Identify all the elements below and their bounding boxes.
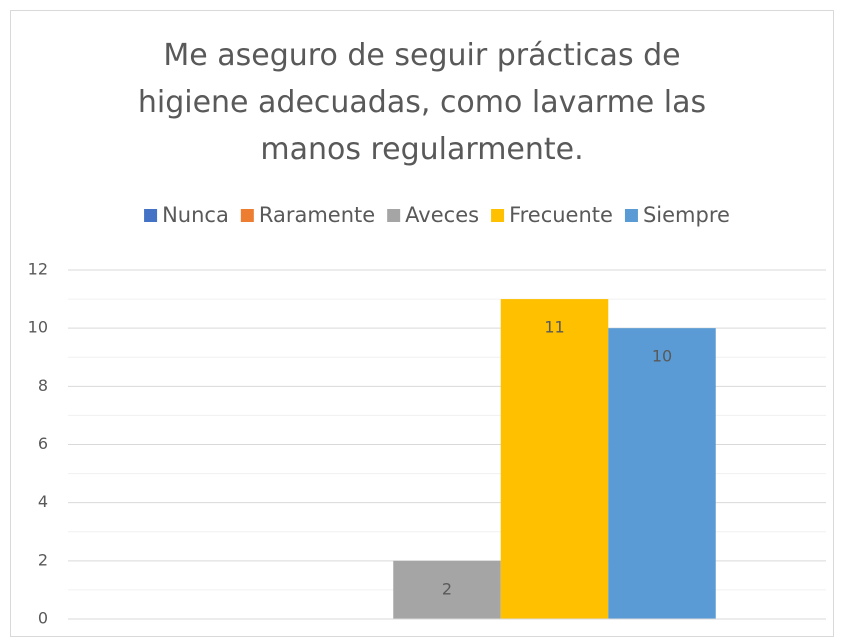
y-tick-label: 4 bbox=[38, 492, 48, 511]
y-tick-label: 0 bbox=[38, 609, 48, 628]
legend-swatch bbox=[624, 209, 638, 222]
y-tick-label: 2 bbox=[38, 550, 48, 569]
y-tick-label: 8 bbox=[38, 376, 48, 395]
legend-label: Siempre bbox=[643, 203, 730, 227]
legend-label: Aveces bbox=[405, 203, 479, 227]
legend-swatch bbox=[387, 209, 401, 222]
y-tick-label: 6 bbox=[38, 434, 48, 453]
y-tick-label: 10 bbox=[28, 318, 48, 337]
legend-label: Nunca bbox=[162, 203, 229, 227]
bar bbox=[393, 560, 501, 619]
bar bbox=[500, 299, 609, 619]
data-label: 11 bbox=[544, 318, 564, 337]
legend-label: Raramente bbox=[259, 203, 375, 227]
legend-swatch bbox=[144, 209, 158, 222]
data-label: 10 bbox=[652, 347, 672, 366]
y-tick-label: 12 bbox=[28, 260, 48, 279]
chart-title: Me aseguro de seguir prácticas de higien… bbox=[137, 38, 707, 167]
legend-swatch bbox=[240, 209, 254, 222]
bar bbox=[608, 328, 716, 619]
legend-swatch bbox=[491, 209, 505, 222]
legend-label: Frecuente bbox=[509, 203, 613, 227]
data-label: 2 bbox=[442, 579, 452, 598]
